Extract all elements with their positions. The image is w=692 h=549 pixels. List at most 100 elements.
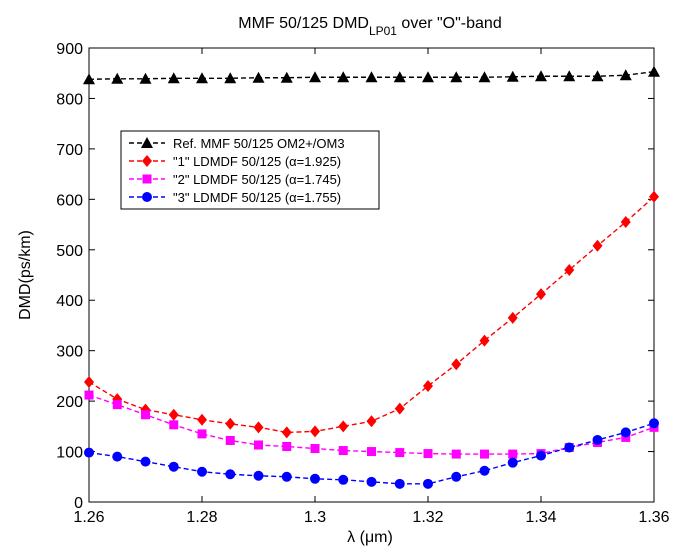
series-1-point [393, 71, 406, 83]
series-1-point [337, 71, 350, 83]
series-2-point [168, 408, 179, 421]
series-3-point [338, 446, 348, 456]
series-1-point [478, 71, 491, 83]
axes: 1.26 1.28 1.3 1.32 1.34 1.36 0 100 200 300 400 500 6… [56, 41, 669, 526]
series-4-point [564, 442, 575, 453]
legend-label-2: "1" LDMDF 50/125 (α=1.925) [173, 154, 341, 169]
series-3-point [451, 449, 461, 459]
series-1-point [506, 70, 519, 82]
x-tick-label: 1.32 [412, 509, 443, 526]
series-3-point [282, 442, 292, 452]
series-4-point [507, 457, 518, 468]
series-1-point [83, 73, 95, 85]
series-2-point [310, 425, 320, 438]
x-axis-label: λ (μm) [347, 529, 393, 546]
series-2-point [366, 415, 377, 428]
series-1-point [309, 71, 321, 83]
y-tick-label: 800 [56, 91, 83, 108]
series-3-point [84, 390, 94, 400]
legend-marker-2 [142, 155, 152, 167]
series-2-point [197, 413, 207, 426]
series-3-point [367, 447, 376, 457]
series-3-point [254, 440, 263, 450]
y-tick-label: 0 [74, 495, 83, 512]
series-2-point [507, 311, 518, 324]
series-3-point [225, 435, 235, 445]
series-2-point [536, 288, 546, 301]
legend-marker-1 [141, 137, 153, 148]
series-4-point [168, 461, 179, 472]
legend: Ref. MMF 50/125 OM2+/OM3 "1" LDMDF 50/125… [120, 130, 380, 210]
series-2-point [620, 216, 631, 229]
series-4-point [366, 476, 377, 487]
series-1-point [591, 70, 604, 82]
series-4-point [140, 456, 151, 467]
x-tick-label: 1.26 [73, 509, 104, 526]
x-tick-label: 1.34 [525, 509, 556, 526]
y-tick-label: 600 [56, 192, 83, 209]
legend-label-4: "3" LDMDF 50/125 (α=1.755) [173, 190, 341, 205]
series-1-point [167, 72, 180, 84]
series-3-point [621, 432, 631, 442]
series-1-point [619, 69, 632, 81]
series-3-point [197, 429, 207, 439]
series-2-point [564, 263, 575, 276]
series-1-point [224, 72, 237, 84]
series-1-point [252, 71, 265, 83]
series-markers [83, 65, 660, 489]
legend-label-3: "2" LDMDF 50/125 (α=1.745) [173, 172, 341, 187]
series-4-point [592, 434, 603, 445]
series-4-point [479, 465, 490, 476]
series-4-point [620, 427, 631, 438]
series-1-point [280, 71, 293, 83]
series-3-point [395, 448, 405, 458]
series-4-point [281, 471, 292, 482]
series-1-point [535, 70, 547, 82]
series-3-point [508, 449, 518, 459]
series-4-point [423, 478, 433, 489]
y-tick-label: 900 [56, 41, 83, 58]
series-line-2 [88, 196, 655, 434]
series-4-point [197, 466, 207, 477]
series-3-point [423, 449, 433, 459]
series-2-point [592, 239, 603, 252]
series-3-point [112, 400, 122, 410]
y-tick-label: 100 [56, 445, 83, 462]
y-tick-label: 400 [56, 293, 83, 310]
series-1-point [196, 72, 208, 84]
series-2-point [649, 190, 659, 203]
series-1-point [648, 65, 660, 77]
series-2-point [479, 334, 490, 347]
y-tick-label: 200 [56, 394, 83, 411]
series-3-point [141, 410, 150, 420]
chart-title-subscript: LP01 [369, 24, 397, 38]
series-3-point [310, 444, 320, 454]
x-tick-label: 1.3 [304, 509, 326, 526]
series-2-point [253, 421, 264, 434]
series-1-point [365, 71, 378, 83]
series-2-point [281, 426, 292, 439]
y-axis-label: DMD(ps/km) [17, 230, 34, 320]
series-4-point [310, 473, 320, 484]
series-2-point [225, 417, 236, 430]
plot-area-frame [88, 47, 655, 503]
series-4-point [253, 470, 264, 481]
series-3-point [480, 449, 489, 459]
x-tick-label: 1.36 [638, 509, 669, 526]
series-1-point [450, 71, 463, 83]
series-2-point [84, 375, 94, 388]
legend-marker-4 [142, 192, 152, 202]
series-1-point [422, 71, 434, 83]
series-4-point [338, 474, 349, 485]
legend-marker-3 [142, 174, 152, 184]
series-1-point [139, 72, 152, 84]
series-4-point [451, 471, 462, 482]
y-tick-label: 700 [56, 142, 83, 159]
legend-label-1: Ref. MMF 50/125 OM2+/OM3 [173, 136, 345, 151]
chart-title-main: MMF 50/125 DMD [238, 15, 369, 32]
chart-title-suffix: over "O"-band [397, 15, 502, 32]
legend-box [120, 130, 380, 210]
series-1-point [111, 72, 124, 84]
y-tick-label: 500 [56, 243, 83, 260]
